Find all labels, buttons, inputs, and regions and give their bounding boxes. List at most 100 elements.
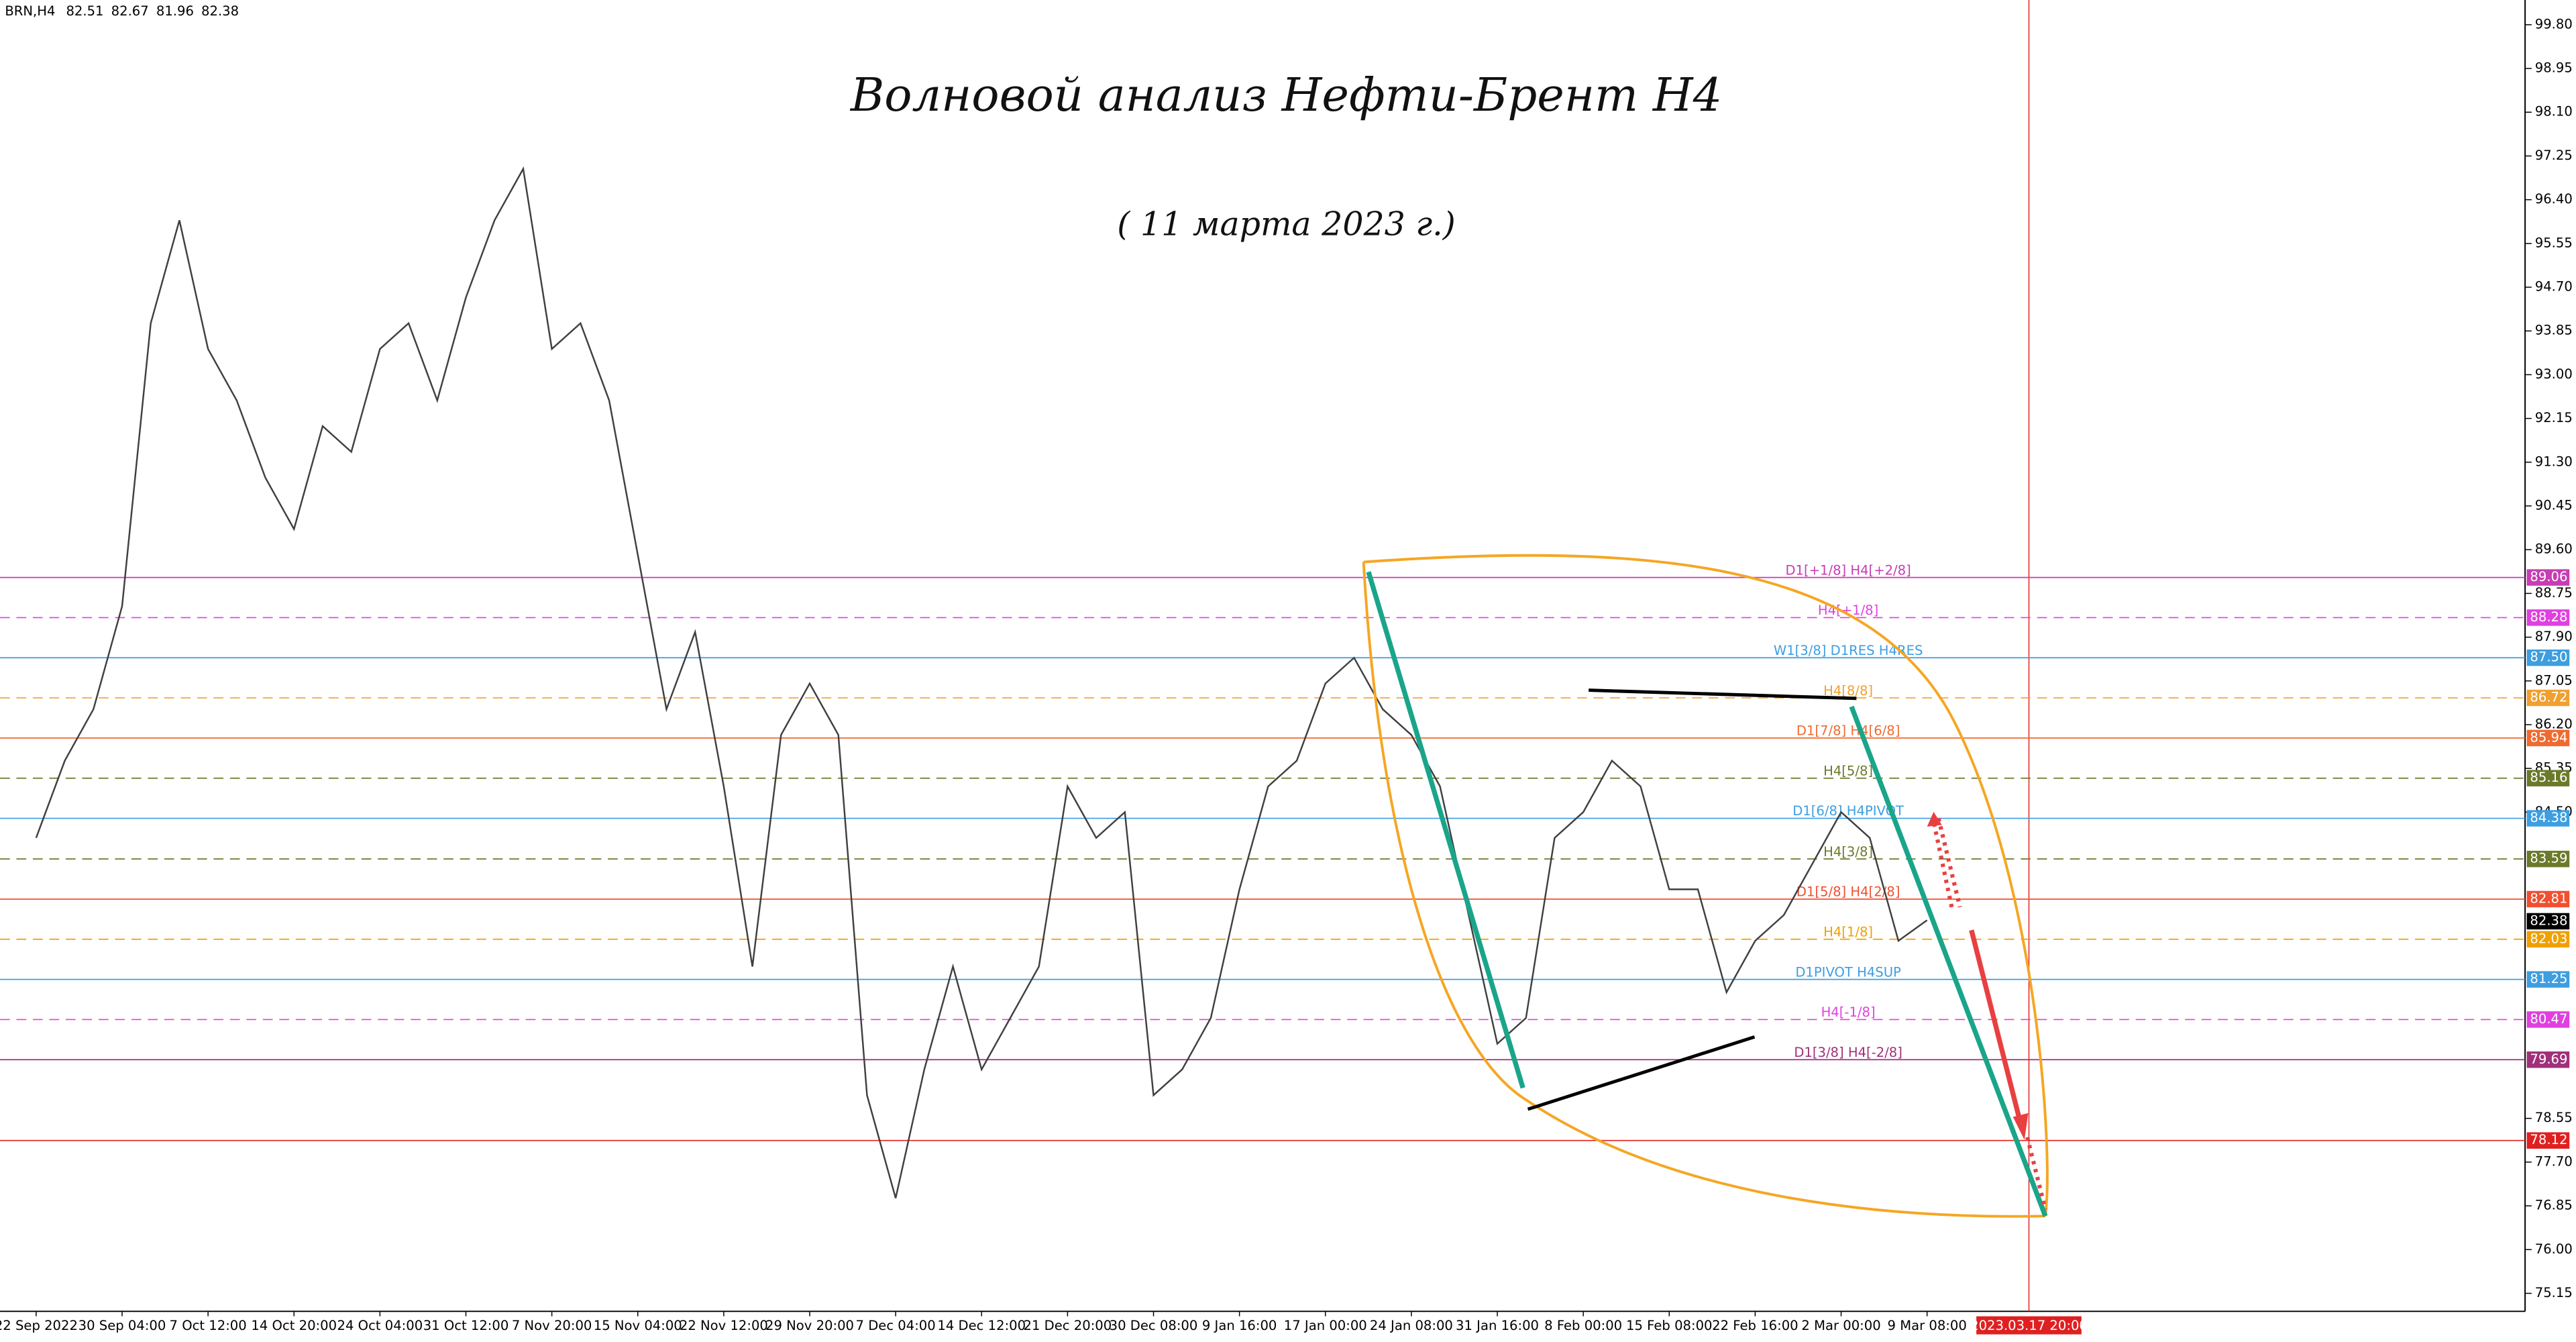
y-tick-label: 75.15 — [2535, 1285, 2573, 1300]
y-tick-label: 76.00 — [2535, 1241, 2573, 1257]
trend-line — [1849, 705, 2048, 1217]
level-tag — [2526, 689, 2570, 707]
level-tag-label: 85.94 — [2530, 729, 2567, 745]
y-tick-label: 86.20 — [2535, 716, 2573, 731]
level-label: H4[1/8] — [1823, 924, 1873, 939]
level-tag-label: 82.81 — [2530, 890, 2567, 906]
y-tick-label: 87.05 — [2535, 672, 2573, 688]
level-tag-label: 81.25 — [2530, 971, 2567, 986]
y-tick-label: 94.70 — [2535, 279, 2573, 295]
level-tag — [2526, 1132, 2570, 1149]
y-tick-label: 92.15 — [2535, 410, 2573, 425]
y-tick-label: 91.30 — [2535, 454, 2573, 469]
x-tick-label: 2 Mar 00:00 — [1801, 1318, 1880, 1333]
y-tick-label: 93.00 — [2535, 366, 2573, 382]
x-tick-label: 9 Jan 16:00 — [1202, 1318, 1277, 1333]
level-label: D1PIVOT H4SUP — [1795, 964, 1901, 980]
y-tick-label: 98.95 — [2535, 60, 2573, 76]
level-tag — [2526, 1011, 2570, 1028]
level-tag — [2526, 609, 2570, 626]
x-tick-label: 22 Sep 2022 — [0, 1318, 78, 1333]
y-tick-label: 99.80 — [2535, 16, 2573, 32]
plot-layer: 99.80 98.95 98.10 97.25 96.40 95.55 94.70 93.85… — [0, 16, 2573, 1335]
forecast-arrow — [1936, 817, 1962, 908]
level-tag-label: 83.59 — [2530, 851, 2567, 866]
x-tick-label: 17 Jan 00:00 — [1284, 1318, 1367, 1333]
chart-title: Волновой анализ Нефти-Брент Н4 — [849, 68, 1722, 122]
level-tag — [2526, 850, 2570, 868]
level-tag — [2526, 770, 2570, 786]
chart-subtitle: ( 11 марта 2023 г.) — [1117, 205, 1456, 244]
arrow-head — [2012, 1113, 2029, 1140]
level-label: H4[5/8] — [1823, 763, 1873, 778]
x-tick-label: 30 Sep 04:00 — [78, 1318, 166, 1333]
y-tick-label: 89.60 — [2535, 541, 2573, 557]
level-tag — [2526, 650, 2570, 666]
level-label: H4[8/8] — [1823, 683, 1873, 699]
x-tick-label: 14 Oct 20:00 — [251, 1318, 337, 1333]
level-tag-label: 87.50 — [2530, 650, 2567, 665]
x-tick-label: 21 Dec 20:00 — [1024, 1318, 1112, 1333]
x-tick-label: 31 Oct 12:00 — [423, 1318, 509, 1333]
y-tick-label: 97.25 — [2535, 148, 2573, 163]
level-tag-label: 88.28 — [2530, 609, 2567, 625]
future-date-label: 2023.03.17 20:00 — [1970, 1318, 2088, 1333]
level-label: D1[+1/8] H4[+2/8] — [1785, 562, 1911, 578]
forecast-arrow — [1931, 821, 1954, 908]
y-tick-label: 76.85 — [2535, 1198, 2573, 1213]
symbol-header: BRN,H4 82.51 82.67 81.96 82.38 — [5, 3, 239, 19]
level-tag — [2526, 931, 2570, 948]
x-tick-label: 15 Feb 08:00 — [1626, 1318, 1712, 1333]
x-tick-label: 8 Feb 00:00 — [1544, 1318, 1622, 1333]
x-tick-label: 29 Nov 20:00 — [765, 1318, 854, 1333]
x-tick-label: 9 Mar 08:00 — [1888, 1318, 1967, 1333]
x-tick-label: 15 Nov 04:00 — [594, 1318, 682, 1333]
level-label: D1[7/8] H4[6/8] — [1796, 723, 1900, 739]
trend-line — [1589, 688, 1857, 701]
level-tag — [2526, 810, 2570, 827]
y-tick-label: 87.90 — [2535, 629, 2573, 644]
x-tick-label: 7 Oct 12:00 — [170, 1318, 247, 1333]
x-tick-label: 24 Oct 04:00 — [337, 1318, 423, 1333]
x-tick-label: 22 Nov 12:00 — [680, 1318, 768, 1333]
level-tag-label: 79.69 — [2530, 1051, 2567, 1067]
level-tag — [2526, 890, 2570, 908]
y-tick-label: 88.75 — [2535, 585, 2573, 601]
arc-upper — [1363, 554, 2049, 1217]
future-date-tag — [1976, 1316, 2082, 1335]
y-tick-label: 96.40 — [2535, 191, 2573, 207]
level-tag-label: 86.72 — [2530, 690, 2567, 705]
level-tag — [2526, 729, 2570, 747]
low: 81.96 — [156, 3, 194, 19]
arrow-head — [1927, 811, 1942, 827]
forecast-arrow — [1969, 929, 2023, 1125]
level-label: D1[6/8] H4PIVOT — [1792, 803, 1904, 819]
level-tag-label: 84.38 — [2530, 810, 2567, 825]
x-tick-label: 24 Jan 08:00 — [1370, 1318, 1453, 1333]
level-tag-label: 78.12 — [2530, 1132, 2567, 1147]
trend-line — [1366, 571, 1525, 1089]
symbol: BRN,H4 — [5, 3, 55, 19]
drawings — [1362, 554, 2049, 1218]
x-tick-label: 31 Jan 16:00 — [1456, 1318, 1539, 1333]
y-tick-label: 93.85 — [2535, 323, 2573, 338]
x-tick-label: 7 Nov 20:00 — [512, 1318, 592, 1333]
close: 82.38 — [201, 3, 239, 19]
level-tag-label: 82.03 — [2530, 931, 2567, 946]
price-tag-label: 82.38 — [2530, 913, 2567, 928]
level-label: H4[3/8] — [1823, 844, 1873, 860]
y-tick-label: 77.70 — [2535, 1153, 2573, 1169]
level-tag-label: 89.06 — [2530, 569, 2567, 584]
level-label: H4[-1/8] — [1821, 1004, 1876, 1020]
price-tag — [2526, 913, 2570, 930]
y-tick-label: 98.10 — [2535, 104, 2573, 119]
x-tick-label: 22 Feb 16:00 — [1712, 1318, 1798, 1333]
y-tick-label: 95.55 — [2535, 235, 2573, 250]
open: 82.51 — [66, 3, 103, 19]
high: 82.67 — [111, 3, 149, 19]
price-line — [35, 166, 1928, 1198]
x-tick-label: 30 Dec 08:00 — [1110, 1318, 1198, 1333]
level-tag — [2526, 1051, 2570, 1068]
